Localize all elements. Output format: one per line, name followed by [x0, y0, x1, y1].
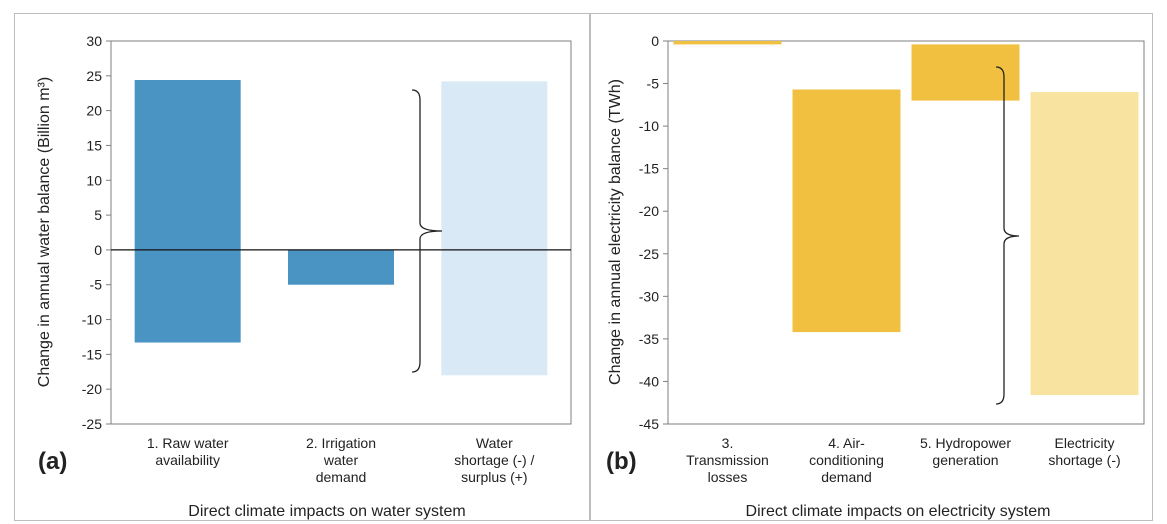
panel-a-y-tick-label: -25 — [82, 416, 102, 432]
panel-a-bar — [441, 81, 548, 376]
panel-b-x-axis-title: Direct climate impacts on electricity sy… — [746, 503, 1051, 520]
panel-b-y-tick-label: -45 — [639, 416, 659, 432]
panel-a-brace — [411, 89, 443, 373]
panel-b-bar — [911, 44, 1020, 101]
panel-a-y-tick-label: 15 — [86, 137, 102, 153]
panel-a-y-tick-label: -20 — [82, 381, 102, 397]
panel-b-bar — [673, 41, 782, 45]
panel-a-category-label: 2. Irrigation water demand — [306, 435, 376, 485]
panel-b-category-label: 4. Air-conditioning demand — [809, 435, 884, 485]
panel-b-y-tick-label: -35 — [639, 331, 659, 347]
panel-a-bar — [288, 249, 394, 285]
panel-b-y-tick-label: -25 — [639, 246, 659, 262]
panel-a-category-label: Water shortage (-) / surplus (+) — [454, 435, 534, 485]
panel-b-category-label: 3. Transmission losses — [686, 435, 769, 485]
panel-b-y-tick-label: -5 — [647, 76, 660, 92]
panel-a-y-tick-label: 5 — [94, 207, 102, 223]
panel-a-y-tick-label: 25 — [86, 68, 102, 84]
panel-a-y-tick-label: -10 — [82, 312, 102, 328]
panel-b-panel-label: (b) — [606, 448, 637, 475]
panel-a-bar — [134, 79, 241, 343]
panel-a-plot-area — [110, 40, 572, 425]
panel-a-y-tick-label: -15 — [82, 346, 102, 362]
panel-a-x-axis-title: Direct climate impacts on water system — [188, 503, 465, 520]
panel-b-y-tick-label: -10 — [639, 118, 659, 134]
panel-a-y-tick-label: 10 — [86, 172, 102, 188]
panel-b-y-tick-label: -30 — [639, 288, 659, 304]
panel-a-y-tick-label: 20 — [86, 103, 102, 119]
panel-b-category-label: 5. Hydropower generation — [920, 435, 1011, 468]
panel-b-bar — [792, 89, 901, 333]
panel-a-category-label: 1. Raw water availability — [147, 435, 229, 468]
panel-b-y-tick-label: 0 — [651, 33, 659, 49]
panel-b-y-tick-label: -20 — [639, 203, 659, 219]
panel-a-y-tick-label: 0 — [94, 242, 102, 258]
panel-b-y-tick-label: -15 — [639, 161, 659, 177]
panel-b-y-axis-title: Change in annual electricity balance (TW… — [607, 79, 624, 385]
panel-b-y-tick-label: -40 — [639, 373, 659, 389]
panel-a-y-axis-title: Change in annual water balance (Billion … — [36, 77, 53, 387]
panel-b-brace — [995, 66, 1020, 405]
panel-b-category-label: Electricity shortage (-) — [1048, 435, 1120, 468]
panel-b-bar — [1030, 92, 1139, 396]
panel-a-y-tick-label: 30 — [86, 33, 102, 49]
panel-a-panel-label: (a) — [38, 448, 67, 475]
panel-b-plot-area — [667, 40, 1145, 425]
panel-a-y-tick-label: -5 — [90, 277, 103, 293]
